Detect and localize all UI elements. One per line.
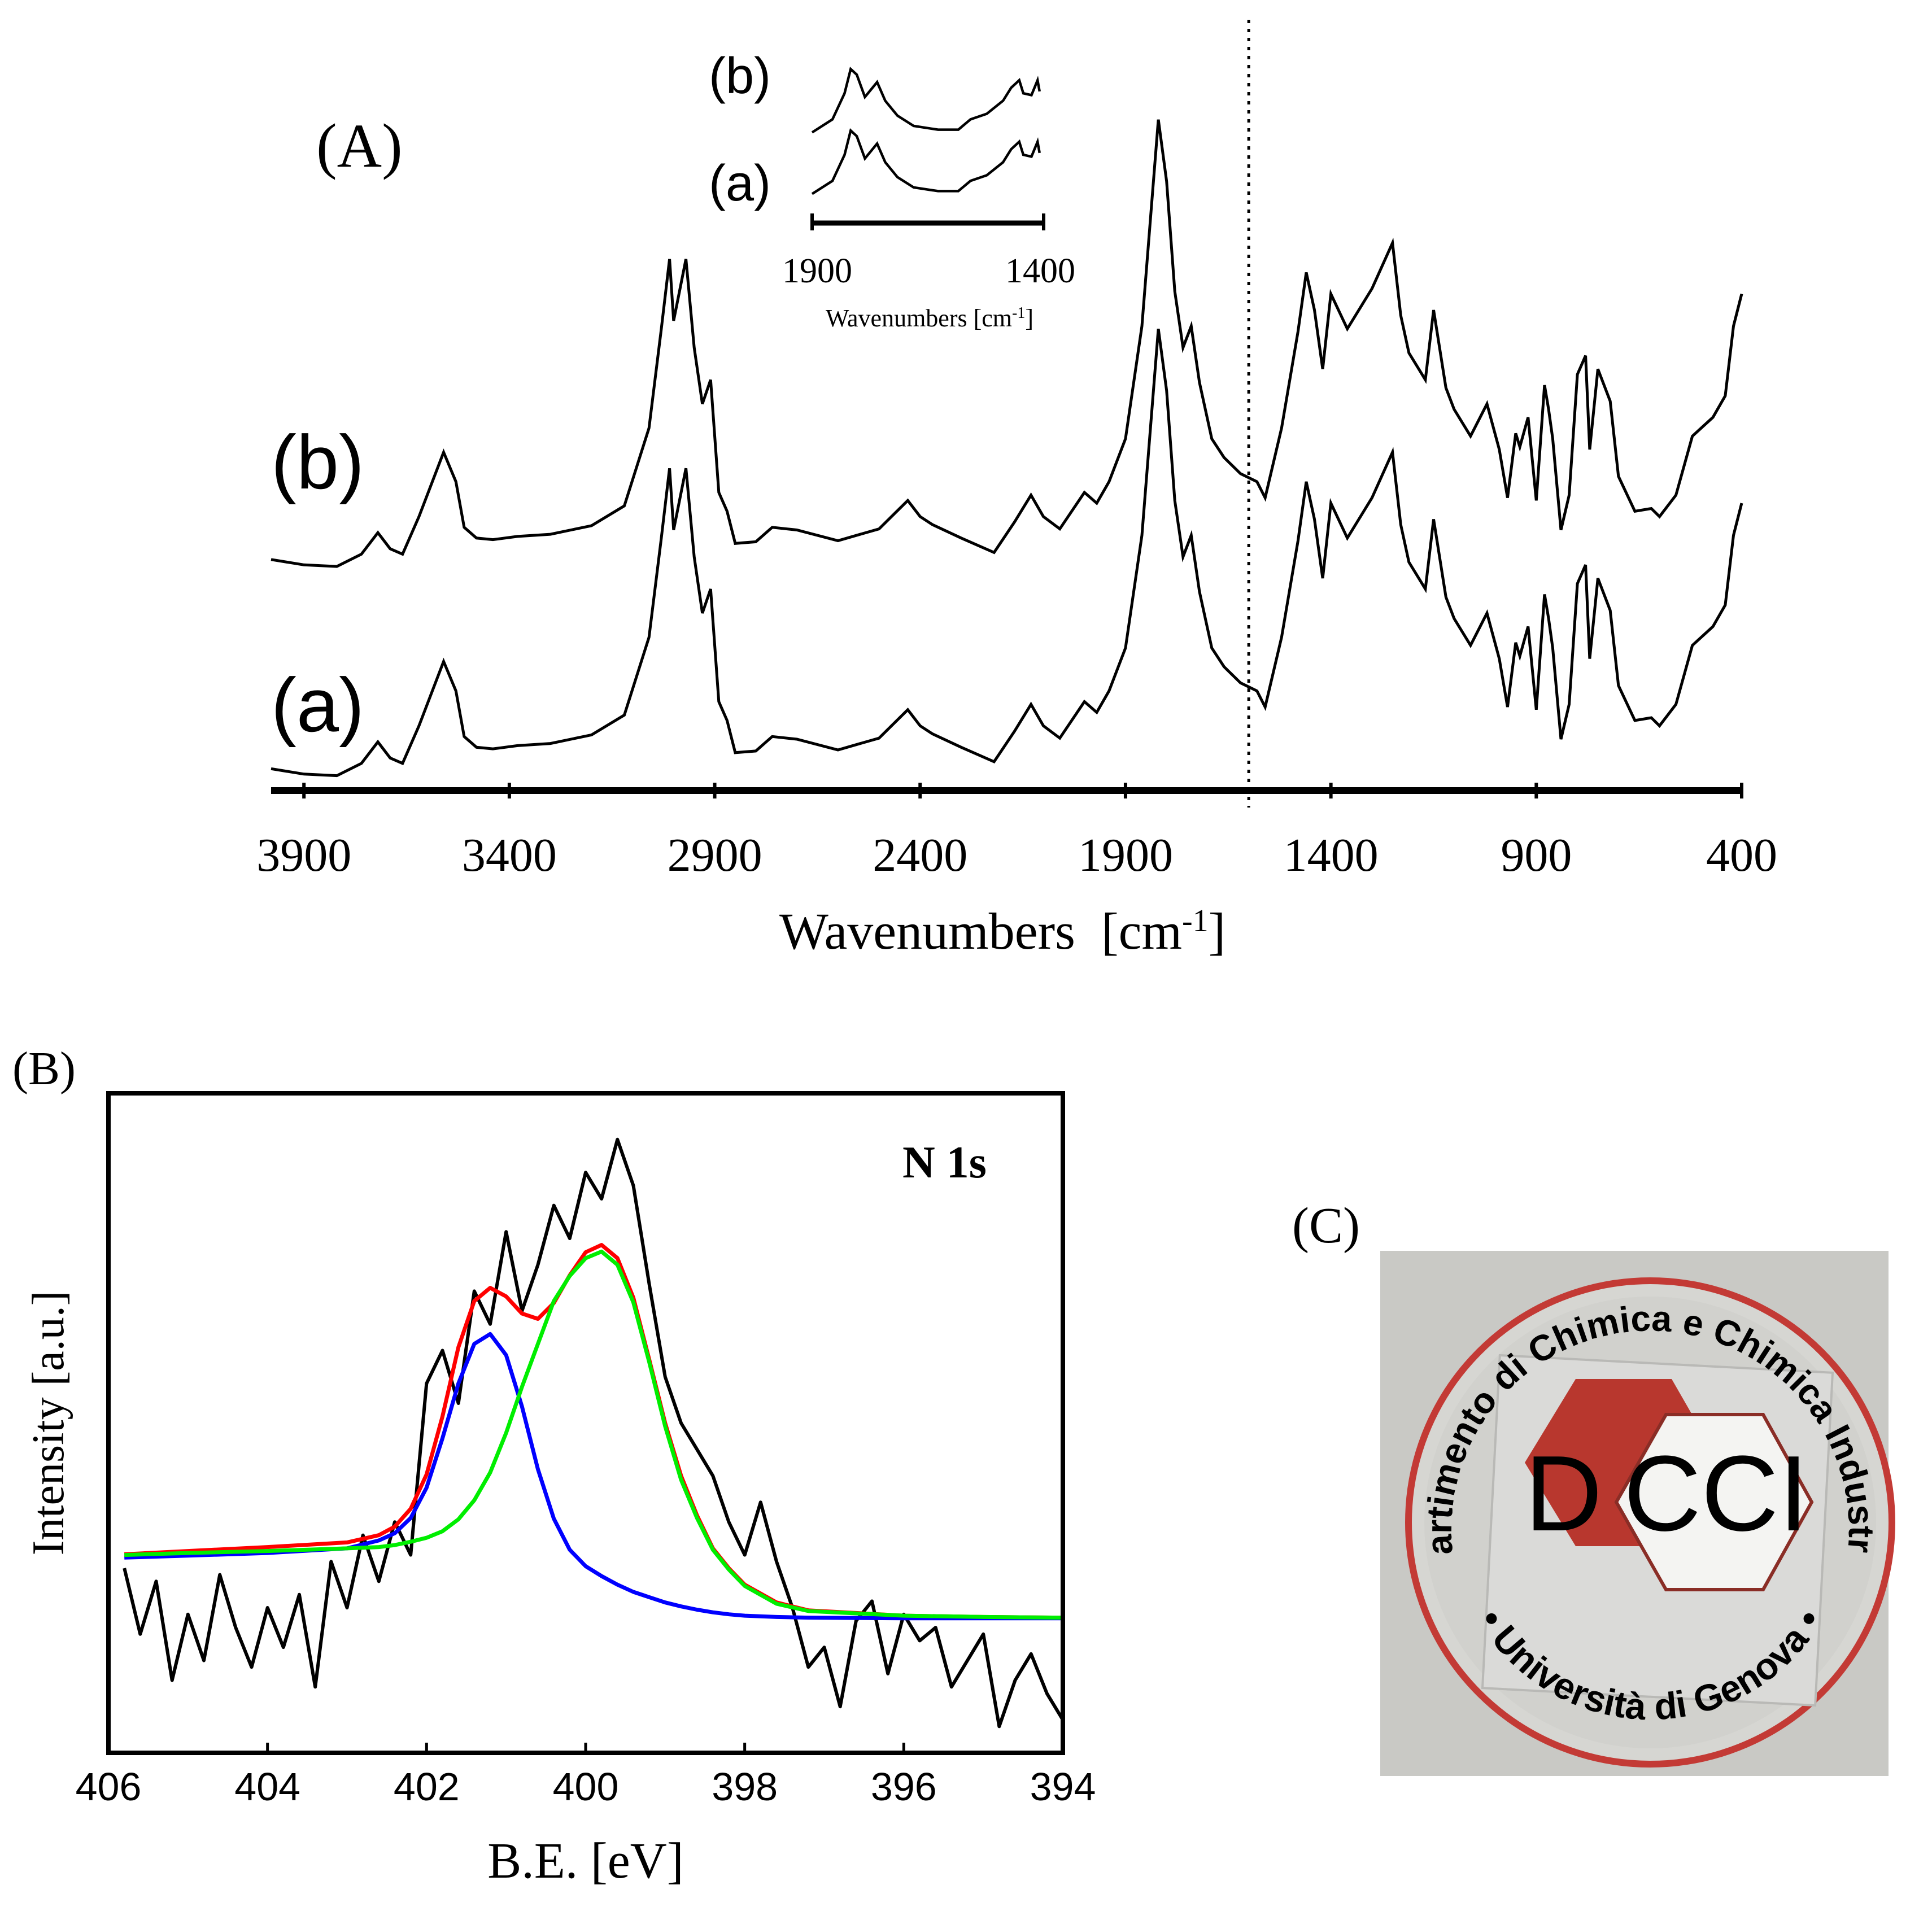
inset-series-label-a: (a) [709, 155, 771, 212]
inset-tick-label-1400: 1400 [1005, 252, 1075, 290]
ftir-tick-label-2900: 2900 [668, 829, 762, 882]
inset-x-axis-label-sup: -1 [1012, 304, 1025, 322]
ftir-tick-label-2400: 2400 [873, 829, 967, 882]
ftir-inset: (b) (a) 1900 1400 Wavenumbers [cm-1] [709, 48, 1075, 332]
ftir-panel: (A) 3900 3400 2900 2400 1900 1400 900 400 (b) (… [256, 20, 1777, 960]
ftir-series-label-b: (b) [271, 420, 364, 505]
xps-plot-frame [106, 1091, 1065, 1755]
photo-ring-text-top-path: Dipartimento di Chimica e Chimica Indust… [0, 0, 1882, 1556]
panel-b-label: (B) [12, 1042, 76, 1095]
inset-x-axis-label: Wavenumbers [cm-1] [826, 304, 1033, 333]
ftir-tick-label-3400: 3400 [462, 829, 557, 882]
ftir-x-axis-label: Wavenumbers [cm-1] [779, 902, 1226, 960]
ftir-tick-label-900: 900 [1501, 829, 1572, 882]
inset-series-a-line [811, 128, 1041, 195]
xps-tick-label-396: 396 [871, 1765, 937, 1809]
xps-envelope-line [124, 1243, 1061, 1620]
panel-c-label: (C) [1292, 1198, 1360, 1254]
photo-panel: (C) Dipartimento di Chimica e Chimica In… [0, 0, 1895, 1776]
xps-tick-label-402: 402 [394, 1765, 460, 1809]
photo-ring-text-top: Dipartimento di Chimica e Chimica Indust… [0, 0, 1882, 1556]
ftir-series-b-line [271, 119, 1743, 568]
photo-logo-letters-cci: CCI [1624, 1434, 1808, 1553]
inset-x-axis-label-main: Wavenumbers [cm [826, 304, 1012, 332]
ftir-series-label-a: (a) [271, 662, 364, 748]
xps-component-1-line [124, 1332, 1061, 1621]
xps-tick-label-398: 398 [712, 1765, 778, 1809]
xps-component-2-line [124, 1249, 1061, 1620]
ftir-tick-label-1900: 1900 [1078, 829, 1173, 882]
xps-tick-label-400: 400 [553, 1765, 619, 1809]
inset-tick-label-1900: 1900 [782, 252, 852, 290]
inset-series-b-line [811, 67, 1041, 134]
ftir-x-axis-label-sup: -1 [1182, 904, 1209, 939]
xps-x-axis-label: B.E. [eV] [487, 1833, 683, 1889]
xps-x-ticks: 406 404 402 400 398 396 394 [76, 1743, 1096, 1809]
xps-panel: (B) N 1s 406 404 402 400 398 396 394 Intensity… [12, 1042, 1096, 1889]
inset-x-axis-label-end: ] [1025, 304, 1033, 332]
photo-logo-letter-d: D [1525, 1434, 1602, 1553]
xps-y-axis-label: Intensity [a.u.] [24, 1291, 73, 1556]
inset-series-group [811, 67, 1041, 195]
ftir-x-ticks: 3900 3400 2900 2400 1900 1400 900 400 [256, 783, 1777, 882]
xps-experimental-line [123, 1137, 1061, 1729]
ftir-tick-label-1400: 1400 [1284, 829, 1379, 882]
inset-series-label-b: (b) [709, 48, 771, 104]
xps-tick-label-394: 394 [1030, 1765, 1096, 1809]
xps-tick-label-404: 404 [234, 1765, 300, 1809]
ftir-x-axis-label-end: ] [1209, 902, 1226, 960]
ftir-x-axis-label-main: Wavenumbers [cm [779, 902, 1182, 960]
ftir-tick-label-3900: 3900 [256, 829, 351, 882]
xps-series-group [123, 1137, 1061, 1729]
xps-tick-label-406: 406 [76, 1765, 142, 1809]
ftir-series-a-line [271, 328, 1743, 778]
ftir-tick-label-400: 400 [1706, 829, 1777, 882]
photo-logo-hexagon-white [1614, 1413, 1814, 1591]
ftir-series-group [271, 119, 1743, 778]
xps-title: N 1s [902, 1138, 987, 1188]
panel-a-label: (A) [316, 111, 403, 180]
